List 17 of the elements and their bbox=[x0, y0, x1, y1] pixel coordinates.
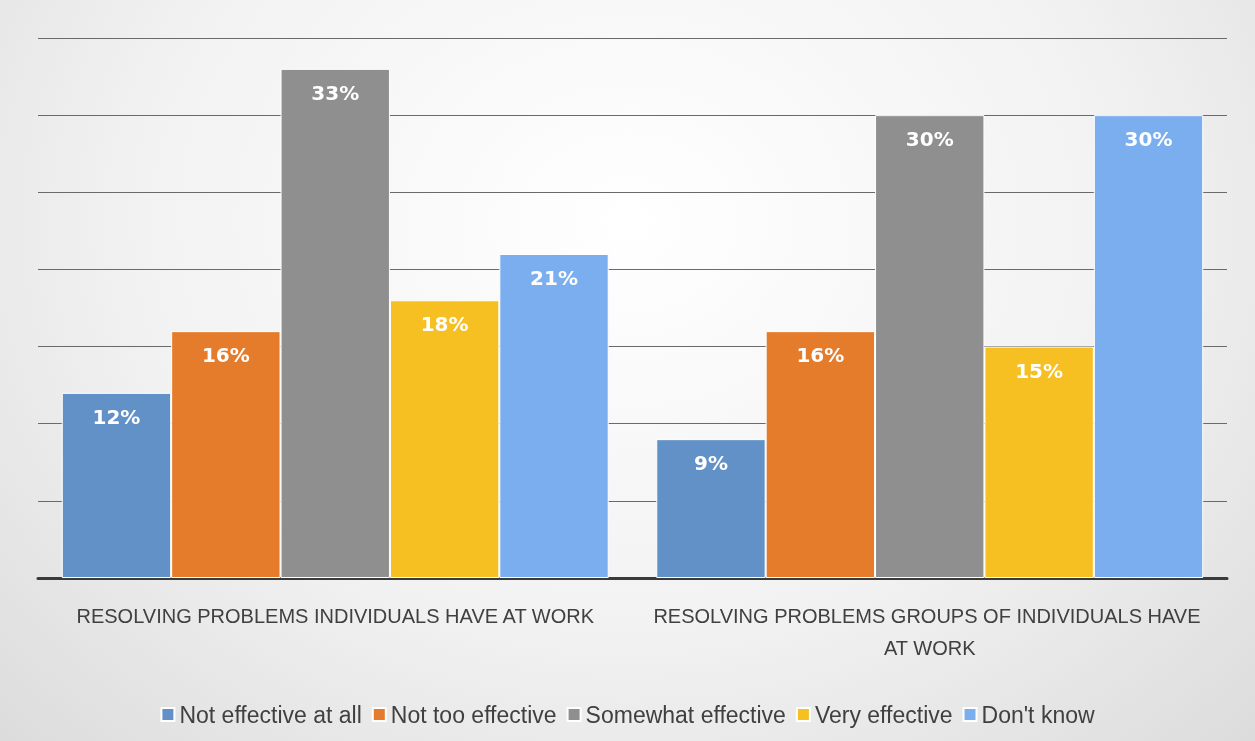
legend-label: Don't know bbox=[981, 701, 1095, 728]
x-tick-label: RESOLVING PROBLEMS INDIVIDUALS HAVE AT WORK bbox=[76, 605, 595, 627]
data-label: 30% bbox=[1124, 127, 1173, 152]
data-label: 33% bbox=[311, 80, 360, 105]
legend-label: Not too effective bbox=[390, 701, 557, 728]
data-label: 15% bbox=[1015, 358, 1064, 383]
data-label: 16% bbox=[796, 343, 845, 368]
data-label: 21% bbox=[530, 266, 578, 290]
data-label: 30% bbox=[905, 127, 954, 152]
legend-label: Not effective at all bbox=[179, 701, 362, 728]
legend-label: Very effective bbox=[814, 701, 953, 728]
data-label: 12% bbox=[92, 404, 141, 429]
data-label: 18% bbox=[420, 312, 469, 337]
data-label: 16% bbox=[201, 343, 250, 368]
x-tick-label: RESOLVING PROBLEMS GROUPS OF INDIVIDUALS HAVE AT WORK bbox=[653, 605, 1207, 659]
data-label: 9% bbox=[693, 451, 728, 476]
legend-label: Somewhat effective bbox=[585, 701, 786, 728]
